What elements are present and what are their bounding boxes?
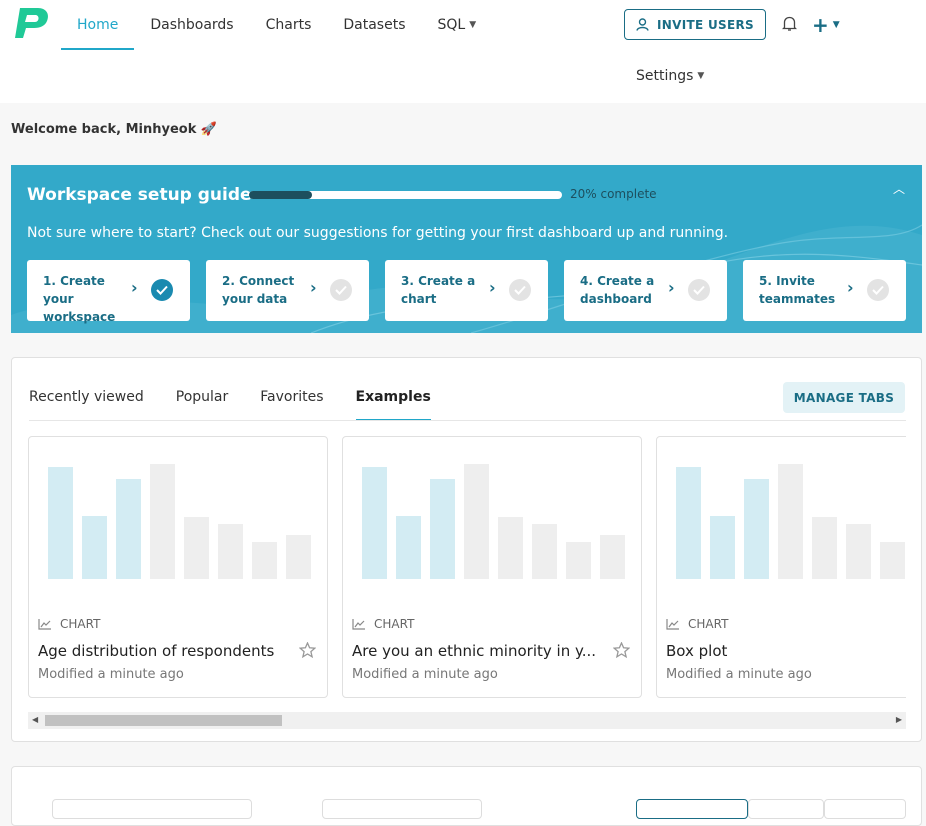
chart-thumbnail (362, 464, 625, 579)
chevron-up-icon[interactable]: ︿ (893, 182, 906, 196)
chevron-right-icon: › (131, 278, 138, 297)
chart-thumbnail (48, 464, 311, 579)
check-circle-icon (330, 279, 352, 301)
chevron-right-icon: › (847, 278, 854, 297)
card-title[interactable]: Box plot (666, 642, 728, 660)
card-modified: Modified a minute ago (38, 667, 184, 682)
check-circle-icon (151, 279, 173, 301)
chart-card[interactable]: CHART Age distribution of respondents Mo… (28, 436, 328, 698)
setup-step-label: 2. Connect your data (222, 274, 295, 306)
tab-favorites[interactable]: Favorites (260, 389, 324, 405)
card-modified: Modified a minute ago (352, 667, 498, 682)
line-chart-icon (352, 619, 365, 630)
setup-step-4[interactable]: 4. Create a dashboard › (564, 260, 727, 321)
setup-progress-bar (249, 191, 562, 199)
panel-control[interactable] (824, 799, 906, 819)
setup-step-3[interactable]: 3. Create a chart › (385, 260, 548, 321)
nav-home[interactable]: Home (61, 0, 135, 50)
card-type: CHART (666, 617, 728, 631)
settings-menu[interactable]: Settings ▼ (636, 68, 704, 84)
check-circle-icon (867, 279, 889, 301)
chevron-down-icon: ▼ (832, 20, 840, 30)
setup-steps: 1. Create your workspace › 2. Connect you… (27, 260, 922, 324)
card-title[interactable]: Age distribution of respondents (38, 642, 275, 660)
panel-control[interactable] (636, 799, 748, 819)
secondary-panel (11, 766, 922, 826)
manage-tabs-button[interactable]: MANAGE TABS (783, 382, 905, 413)
line-chart-icon (38, 619, 51, 630)
chevron-right-icon: › (310, 278, 317, 297)
chevron-right-icon: › (489, 278, 496, 297)
panel-control[interactable] (52, 799, 252, 819)
scroll-right-icon[interactable]: ▶ (895, 715, 902, 724)
setup-step-5[interactable]: 5. Invite teammates › (743, 260, 906, 321)
panel-control[interactable] (322, 799, 482, 819)
top-navbar: Home Dashboards Charts Datasets SQL ▼ INV… (0, 0, 926, 103)
scroll-left-icon[interactable]: ◀ (32, 715, 39, 724)
examples-panel: Recently viewed Popular Favorites Exampl… (11, 357, 922, 742)
tab-popular[interactable]: Popular (175, 389, 229, 405)
line-chart-icon (666, 619, 679, 630)
settings-label: Settings (636, 68, 694, 84)
superset-logo[interactable] (12, 5, 52, 41)
new-item-button[interactable]: + ▼ (812, 13, 840, 37)
tab-divider (29, 420, 906, 421)
nav-charts-label: Charts (265, 17, 312, 33)
bell-icon[interactable] (782, 15, 797, 32)
chart-thumbnail (676, 464, 905, 579)
card-type-label: CHART (60, 617, 101, 631)
welcome-message: Welcome back, Minhyeok 🚀 (11, 122, 218, 137)
guide-title: Workspace setup guide (27, 185, 252, 205)
nav-sql-label: SQL (437, 17, 466, 33)
star-icon[interactable] (299, 642, 316, 658)
invite-users-label: INVITE USERS (657, 17, 754, 32)
setup-step-label: 3. Create a chart (401, 274, 476, 306)
setup-step-2[interactable]: 2. Connect your data › (206, 260, 369, 321)
star-icon[interactable] (613, 642, 630, 658)
invite-users-button[interactable]: INVITE USERS (624, 9, 766, 40)
chart-card[interactable]: CHART Box plot Modified a minute ago (656, 436, 906, 698)
check-circle-icon (509, 279, 531, 301)
card-type: CHART (352, 617, 414, 631)
card-list: CHART Age distribution of respondents Mo… (28, 436, 906, 699)
nav-dashboards-label: Dashboards (150, 17, 234, 33)
nav-home-label: Home (77, 17, 119, 33)
main-nav: Home Dashboards Charts Datasets SQL ▼ (61, 0, 508, 50)
card-type: CHART (38, 617, 100, 631)
setup-progress-fill (249, 191, 312, 199)
chart-card[interactable]: CHART Are you an ethnic minority in y...… (342, 436, 642, 698)
setup-guide: Workspace setup guide 20% complete ︿ Not… (11, 165, 922, 333)
content-tabs: Recently viewed Popular Favorites Exampl… (29, 382, 463, 421)
chevron-down-icon: ▼ (697, 71, 705, 81)
check-circle-icon (688, 279, 710, 301)
chevron-down-icon: ▼ (469, 20, 477, 30)
horizontal-scrollbar[interactable]: ◀ ▶ (28, 712, 906, 729)
nav-sql[interactable]: SQL ▼ (438, 0, 477, 50)
card-title[interactable]: Are you an ethnic minority in y... (352, 642, 597, 660)
card-type-label: CHART (374, 617, 415, 631)
nav-charts[interactable]: Charts (266, 0, 312, 50)
panel-control[interactable] (748, 799, 824, 819)
nav-dashboards[interactable]: Dashboards (150, 0, 233, 50)
user-icon (636, 18, 649, 31)
scrollbar-thumb[interactable] (45, 715, 282, 726)
nav-datasets[interactable]: Datasets (343, 0, 405, 50)
tab-recently-viewed[interactable]: Recently viewed (29, 389, 144, 405)
setup-step-1[interactable]: 1. Create your workspace › (27, 260, 190, 324)
progress-label: 20% complete (570, 187, 657, 201)
chevron-right-icon: › (668, 278, 675, 297)
setup-step-label: 5. Invite teammates (759, 274, 836, 306)
nav-datasets-label: Datasets (343, 17, 406, 33)
guide-subtitle: Not sure where to start? Check out our s… (27, 225, 729, 241)
plus-icon: + (812, 13, 829, 37)
setup-step-label: 4. Create a dashboard (580, 274, 655, 306)
card-modified: Modified a minute ago (666, 667, 812, 682)
card-type-label: CHART (688, 617, 729, 631)
setup-step-label: 1. Create your workspace (43, 274, 116, 324)
tab-examples[interactable]: Examples (355, 382, 432, 421)
